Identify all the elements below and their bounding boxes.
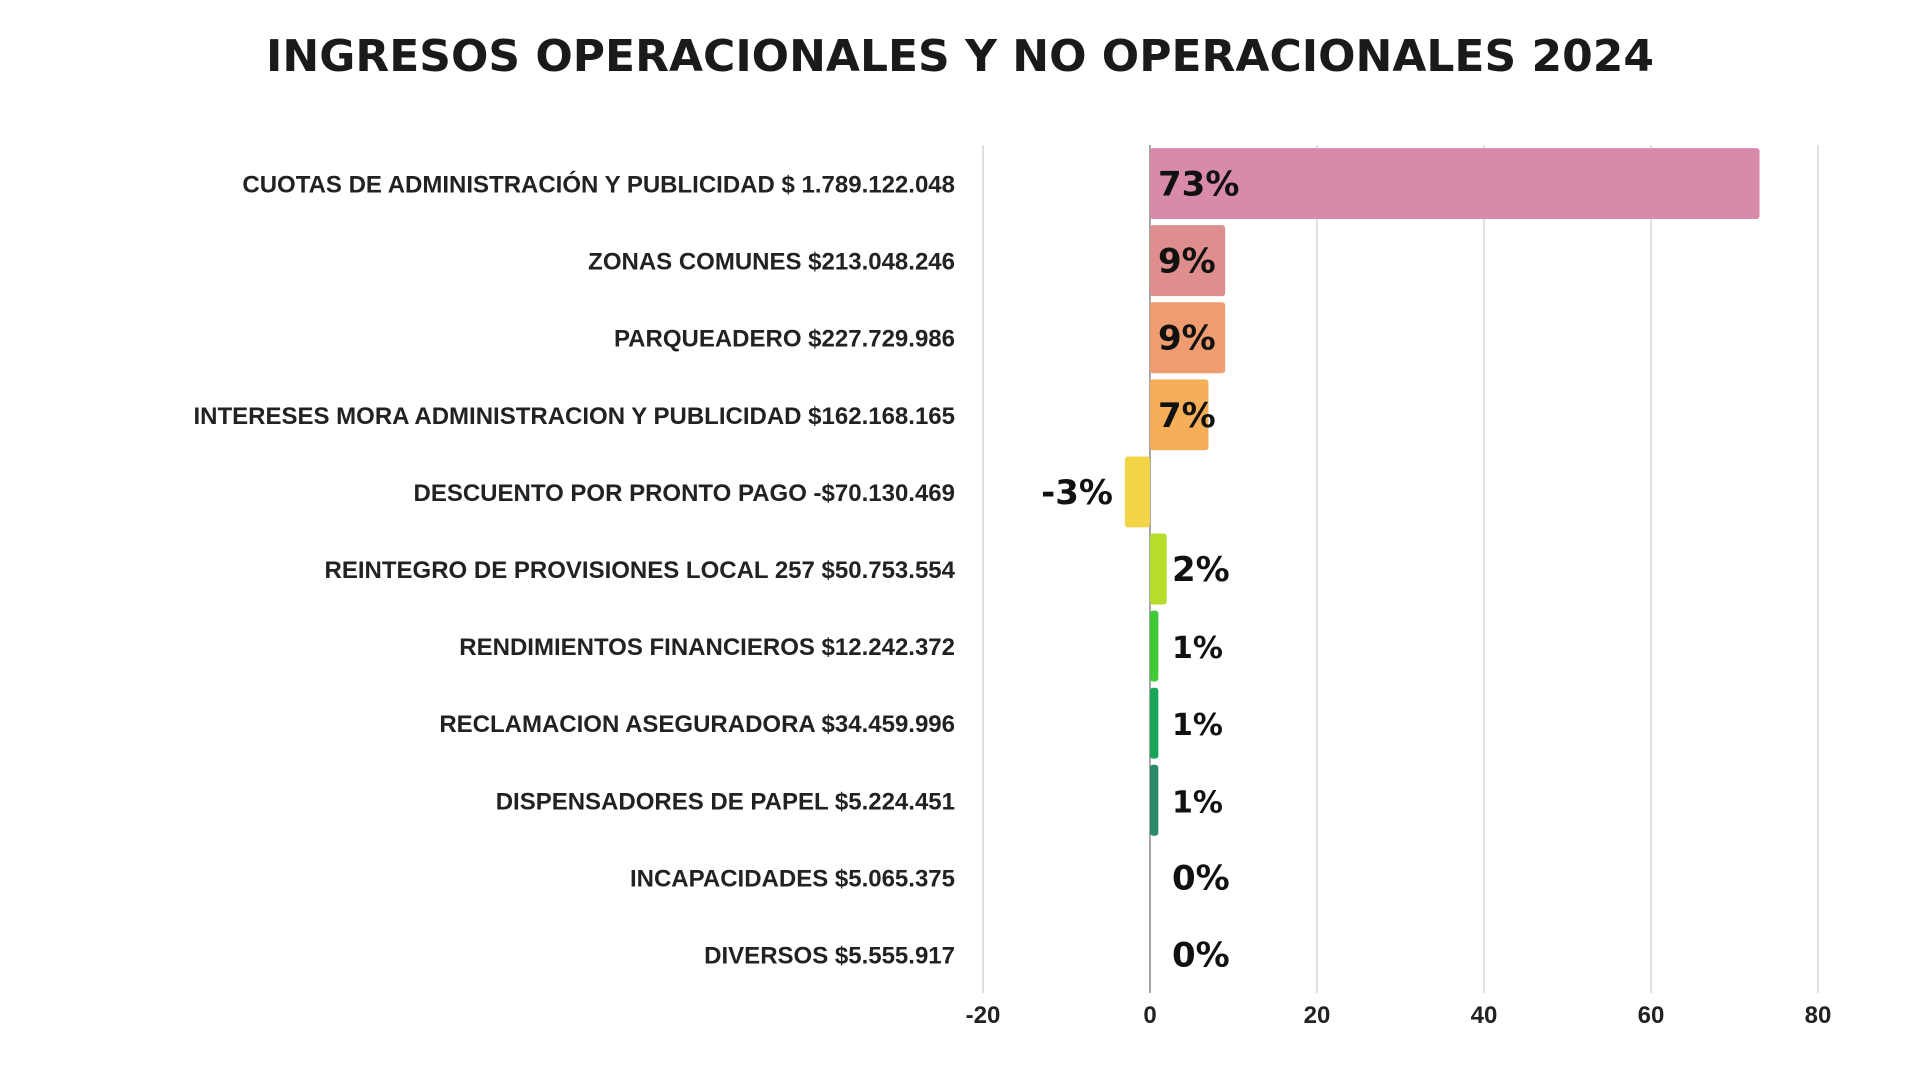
bar-3: [1150, 379, 1209, 451]
category-label-9: INCAPACIDADES $5.065.375: [630, 865, 955, 892]
x-tick-label-4: 60: [1638, 1002, 1665, 1029]
data-label-7: 1%: [1172, 708, 1223, 743]
bar-7: [1150, 687, 1159, 759]
category-label-2: PARQUEADERO $227.729.986: [614, 326, 955, 353]
data-label-10: 0%: [1172, 935, 1230, 975]
category-label-4: DESCUENTO POR PRONTO PAGO -$70.130.469: [413, 480, 955, 507]
x-tick-label-3: 40: [1471, 1002, 1498, 1029]
bar-8: [1150, 764, 1159, 836]
bars: [1124, 148, 1760, 836]
data-label-6: 1%: [1172, 631, 1223, 666]
category-label-3: INTERESES MORA ADMINISTRACION Y PUBLICID…: [193, 403, 955, 430]
category-label-8: DISPENSADORES DE PAPEL $5.224.451: [496, 788, 955, 815]
category-label-1: ZONAS COMUNES $213.048.246: [588, 249, 955, 276]
category-labels: CUOTAS DE ADMINISTRACIÓN Y PUBLICIDAD $ …: [193, 171, 955, 970]
category-label-6: RENDIMIENTOS FINANCIEROS $12.242.372: [459, 634, 955, 661]
bar-2: [1150, 302, 1226, 374]
category-label-10: DIVERSOS $5.555.917: [704, 942, 955, 969]
bar-0: [1150, 148, 1760, 220]
bar-5: [1150, 533, 1167, 605]
data-label-8: 1%: [1172, 785, 1223, 820]
data-label-4: -3%: [1041, 473, 1113, 513]
x-tick-label-5: 80: [1805, 1002, 1832, 1029]
x-tick-label-0: -20: [966, 1002, 1001, 1029]
bar-4: [1124, 456, 1150, 528]
bar-1: [1150, 225, 1226, 297]
data-label-5: 2%: [1172, 550, 1230, 590]
gridlines: [982, 145, 1819, 993]
data-label-0: 73%: [1158, 165, 1239, 205]
chart-title: INGRESOS OPERACIONALES Y NO OPERACIONALE…: [266, 31, 1654, 82]
data-label-3: 7%: [1158, 396, 1216, 436]
x-tick-label-1: 0: [1143, 1002, 1156, 1029]
x-tick-label-2: 20: [1304, 1002, 1331, 1029]
x-axis-tick-labels: -20 0 20 40 60 80: [966, 1002, 1832, 1029]
data-labels: 73% 9% 9% 7% -3% 2% 1% 1% 1% 0% 0%: [1041, 165, 1239, 976]
category-label-7: RECLAMACION ASEGURADORA $34.459.996: [439, 711, 955, 738]
data-label-9: 0%: [1172, 858, 1230, 898]
data-label-2: 9%: [1158, 319, 1216, 359]
data-label-1: 9%: [1158, 242, 1216, 282]
category-label-0: CUOTAS DE ADMINISTRACIÓN Y PUBLICIDAD $ …: [242, 171, 955, 199]
category-label-5: REINTEGRO DE PROVISIONES LOCAL 257 $50.7…: [325, 557, 956, 584]
bar-6: [1150, 610, 1159, 682]
